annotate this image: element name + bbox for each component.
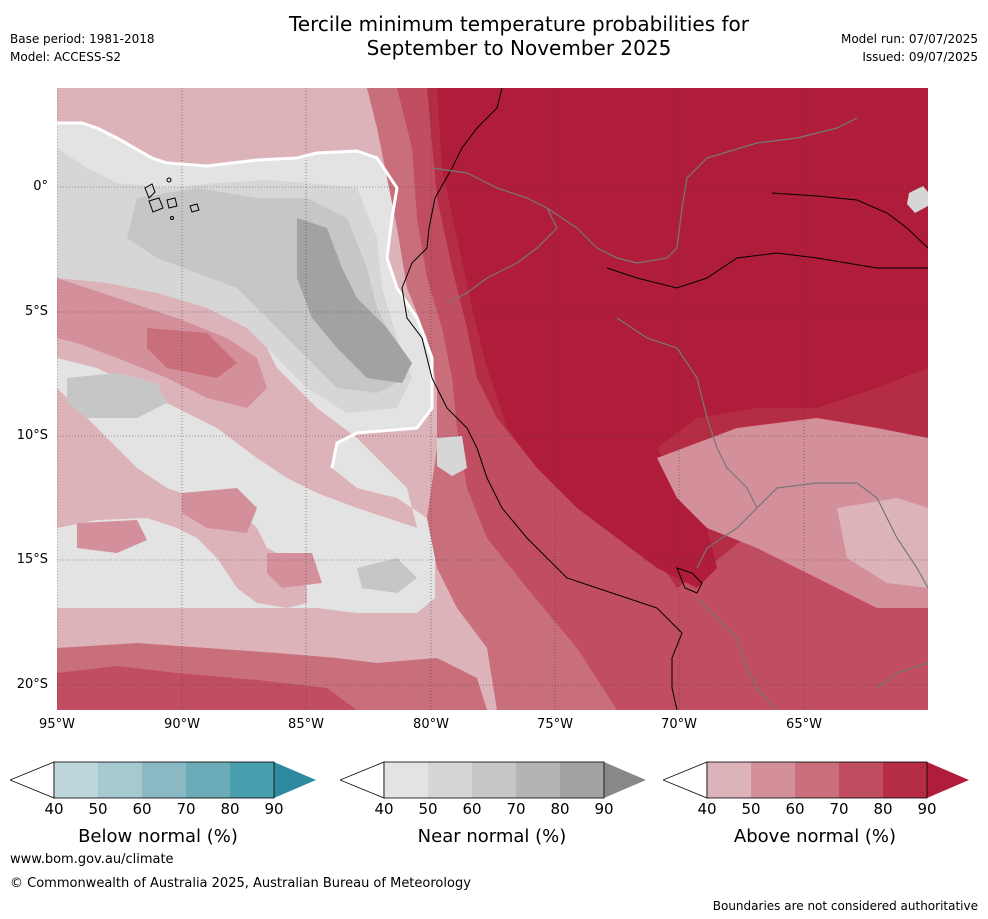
lat-label-10s: 10°S [16, 428, 48, 443]
above-swatch-50 [751, 762, 795, 798]
title-line-2: September to November 2025 [366, 36, 672, 60]
lon-label-65w: 65°W [786, 717, 822, 732]
below-tick-50: 50 [88, 800, 108, 818]
near-tick-70: 70 [506, 800, 526, 818]
below-swatch-50 [98, 762, 142, 798]
near-swatch-70 [516, 762, 560, 798]
above-arrow-low [663, 761, 708, 799]
coastline [401, 88, 683, 710]
near-normal-peak [297, 218, 412, 383]
map-title: Tercile minimum temperature probabilitie… [0, 12, 988, 60]
near-patch-ne [907, 186, 928, 213]
below-tick-70: 70 [176, 800, 196, 818]
above-arrow-high [927, 762, 969, 798]
below-arrow-high [274, 762, 316, 798]
above-swatch-60 [795, 762, 839, 798]
below-tick-40: 40 [44, 800, 64, 818]
above-swatch-80 [883, 762, 927, 798]
country-borders [431, 117, 928, 710]
near-arrow-high [604, 762, 646, 798]
river-north [771, 192, 928, 249]
near-tick-60: 60 [462, 800, 482, 818]
near-tick-40: 40 [374, 800, 394, 818]
above-title: Above normal (%) [733, 826, 897, 847]
below-tick-80: 80 [220, 800, 240, 818]
above-patch-west-core [147, 328, 237, 378]
below-swatch-60 [142, 762, 186, 798]
colorbar-near: 40 50 60 70 80 90 Near normal (%) [340, 760, 650, 870]
base-period: Base period: 1981-2018 [10, 32, 155, 46]
lat-label-20s: 20°S [16, 677, 48, 692]
below-tick-90: 90 [264, 800, 284, 818]
below-tick-60: 60 [132, 800, 152, 818]
probability-map [57, 88, 928, 710]
above-swatch-40 [707, 762, 751, 798]
near-swatch-80 [560, 762, 604, 798]
near-swatch-50 [428, 762, 472, 798]
copyright-text: © Commonwealth of Australia 2025, Austra… [10, 876, 471, 891]
lon-label-95w: 95°W [39, 717, 75, 732]
lon-label-70w: 70°W [661, 717, 697, 732]
near-normal-west-patch [67, 373, 167, 418]
near-swatch-60 [472, 762, 516, 798]
above-tick-40: 40 [697, 800, 717, 818]
above-south-band-core [57, 666, 357, 710]
above-land-90 [437, 88, 928, 588]
lon-label-90w: 90°W [164, 717, 200, 732]
near-normal-boundary [57, 121, 434, 469]
title-line-1: Tercile minimum temperature probabilitie… [288, 12, 750, 36]
amazon-river [606, 252, 928, 289]
above-patch-south3 [267, 553, 322, 588]
below-swatch-70 [186, 762, 230, 798]
above-patch-south1 [182, 488, 257, 533]
below-swatch-80 [230, 762, 274, 798]
lat-label-15s: 15°S [16, 552, 48, 567]
below-arrow-low [10, 761, 55, 799]
below-title: Below normal (%) [78, 826, 238, 847]
header-right: Model run: 07/07/2025 Issued: 09/07/2025 [841, 30, 978, 66]
near-tick-80: 80 [550, 800, 570, 818]
above-tick-60: 60 [785, 800, 805, 818]
above-tick-80: 80 [873, 800, 893, 818]
near-swatch-40 [384, 762, 428, 798]
near-tick-50: 50 [418, 800, 438, 818]
lat-label-0: 0° [33, 179, 48, 194]
above-patch-south2 [77, 520, 147, 553]
model-run: Model run: 07/07/2025 [840, 32, 978, 46]
issued-date: Issued: 09/07/2025 [862, 50, 978, 64]
website-link[interactable]: www.bom.gov.au/climate [10, 852, 174, 867]
below-swatch-40 [54, 762, 98, 798]
lat-label-5s: 5°S [24, 304, 48, 319]
above-swatch-70 [839, 762, 883, 798]
near-tick-90: 90 [594, 800, 614, 818]
near-patch-coast [437, 436, 467, 476]
lon-label-75w: 75°W [537, 717, 573, 732]
above-tick-70: 70 [829, 800, 849, 818]
lon-label-80w: 80°W [413, 717, 449, 732]
above-tick-90: 90 [917, 800, 937, 818]
near-arrow-low [340, 761, 385, 799]
galapagos-islands [144, 177, 200, 220]
boundary-disclaimer: Boundaries are not considered authoritat… [712, 899, 978, 913]
near-normal-south-patch [357, 558, 417, 593]
graticule [57, 88, 928, 710]
above-se-lighter [837, 498, 928, 588]
header-left: Base period: 1981-2018 Model: ACCESS-S2 [10, 30, 155, 66]
colorbar-below: 40 50 60 70 80 90 Below normal (%) [10, 760, 320, 870]
near-title: Near normal (%) [417, 826, 567, 847]
lake-titicaca [676, 567, 703, 594]
colorbar-above: 40 50 60 70 80 90 Above normal (%) [663, 760, 973, 870]
model-name: Model: ACCESS-S2 [10, 50, 122, 64]
above-tick-50: 50 [741, 800, 761, 818]
lon-label-85w: 85°W [288, 717, 324, 732]
